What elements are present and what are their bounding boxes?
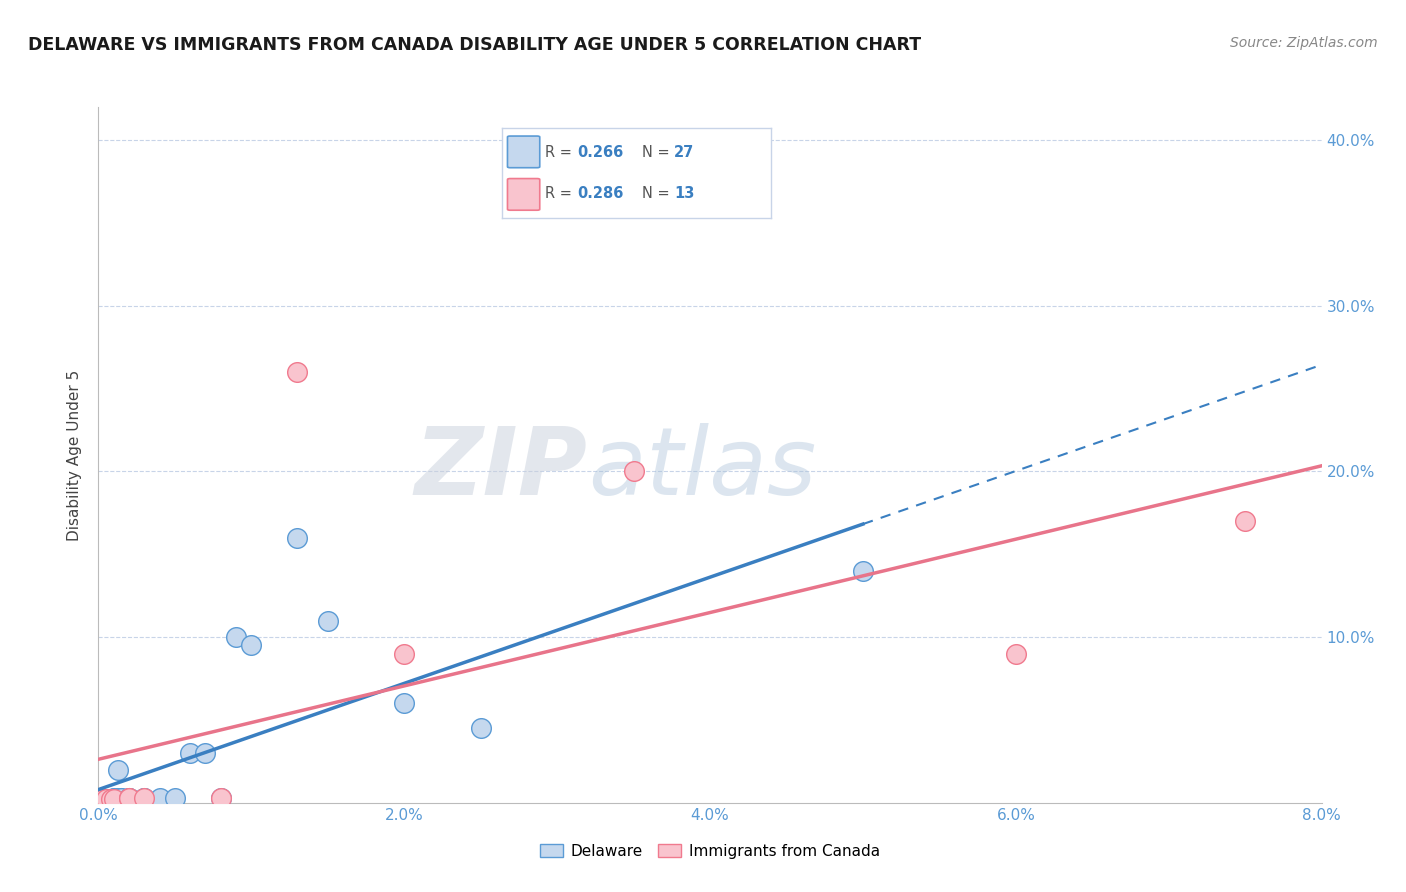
Point <box>209 790 232 805</box>
Point <box>316 614 339 628</box>
Point <box>110 790 132 805</box>
Point <box>179 746 201 760</box>
Point <box>392 697 416 711</box>
Legend: Delaware, Immigrants from Canada: Delaware, Immigrants from Canada <box>534 838 886 864</box>
Point <box>100 792 122 806</box>
Point <box>118 790 141 805</box>
Point <box>209 790 232 805</box>
Point <box>118 790 141 805</box>
Point <box>107 763 129 777</box>
Text: ZIP: ZIP <box>415 423 588 515</box>
Point <box>103 792 125 806</box>
Point <box>103 790 125 805</box>
Point <box>1004 647 1026 661</box>
Point <box>94 792 117 806</box>
Point <box>163 790 186 805</box>
Text: atlas: atlas <box>588 424 815 515</box>
Point <box>91 792 114 806</box>
Point <box>623 465 645 479</box>
Point <box>470 721 492 735</box>
Y-axis label: Disability Age Under 5: Disability Age Under 5 <box>67 369 83 541</box>
Point <box>225 630 247 644</box>
Point <box>852 564 875 578</box>
Point <box>118 790 141 805</box>
Point <box>98 792 121 806</box>
Point <box>240 639 263 653</box>
Point <box>134 790 156 805</box>
Point <box>1234 514 1257 528</box>
Point <box>194 746 217 760</box>
Text: DELAWARE VS IMMIGRANTS FROM CANADA DISABILITY AGE UNDER 5 CORRELATION CHART: DELAWARE VS IMMIGRANTS FROM CANADA DISAB… <box>28 36 921 54</box>
Text: Source: ZipAtlas.com: Source: ZipAtlas.com <box>1230 36 1378 50</box>
Point <box>91 792 114 806</box>
Point <box>100 792 122 806</box>
Point <box>94 792 117 806</box>
Point <box>118 790 141 805</box>
Point <box>134 790 156 805</box>
Point <box>392 647 416 661</box>
Point <box>103 790 125 805</box>
Point <box>110 790 132 805</box>
Point <box>285 531 308 545</box>
Point <box>149 790 172 805</box>
Point <box>118 790 141 805</box>
Point <box>134 790 156 805</box>
Point <box>105 790 128 805</box>
Point <box>285 365 308 379</box>
